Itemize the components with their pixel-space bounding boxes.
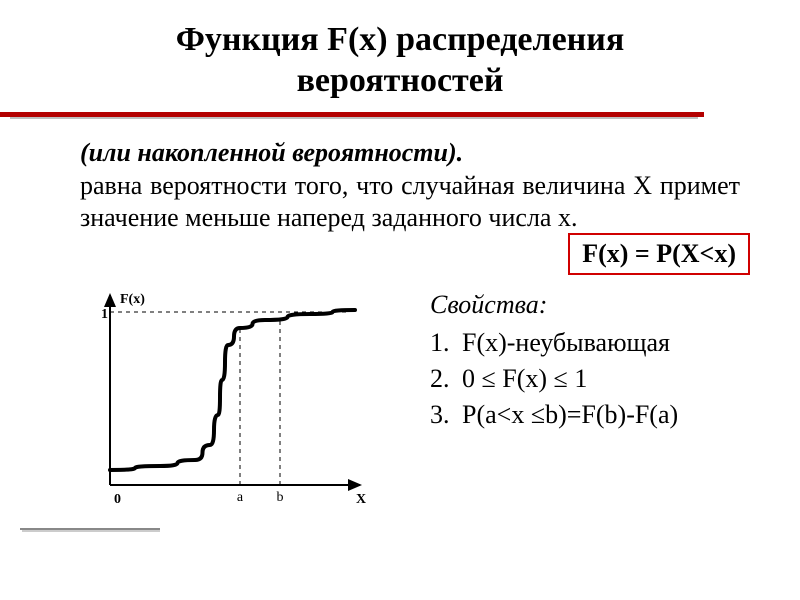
definition-text: равна вероятности того, что случайная ве… — [80, 170, 740, 235]
property-item-1: F(x)-неубывающая — [456, 328, 678, 358]
title-underline — [0, 112, 800, 120]
subtitle: (или накопленной вероятности). — [80, 138, 740, 168]
properties-block: Свойства: F(x)-неубывающая 0 ≤ F(x) ≤ 1 … — [430, 290, 678, 436]
svg-text:X: X — [356, 492, 366, 507]
property-item-2: 0 ≤ F(x) ≤ 1 — [456, 364, 678, 394]
svg-text:1: 1 — [101, 307, 108, 322]
svg-text:a: a — [237, 490, 244, 505]
properties-title: Свойства: — [430, 290, 678, 320]
page-title-line1: Функция F(x) распределения — [0, 20, 800, 61]
footer-rule-shadow — [22, 530, 160, 532]
svg-text:F(x): F(x) — [120, 292, 145, 307]
svg-text:0: 0 — [114, 492, 121, 507]
svg-text:b: b — [277, 490, 284, 505]
property-item-3: P(a<x ≤b)=F(b)-F(a) — [456, 400, 678, 430]
cdf-chart: F(x) 1 0 a b X — [100, 290, 370, 515]
page-title-line2: вероятностей — [0, 61, 800, 102]
formula-box: F(x) = P(X<x) — [568, 233, 750, 275]
